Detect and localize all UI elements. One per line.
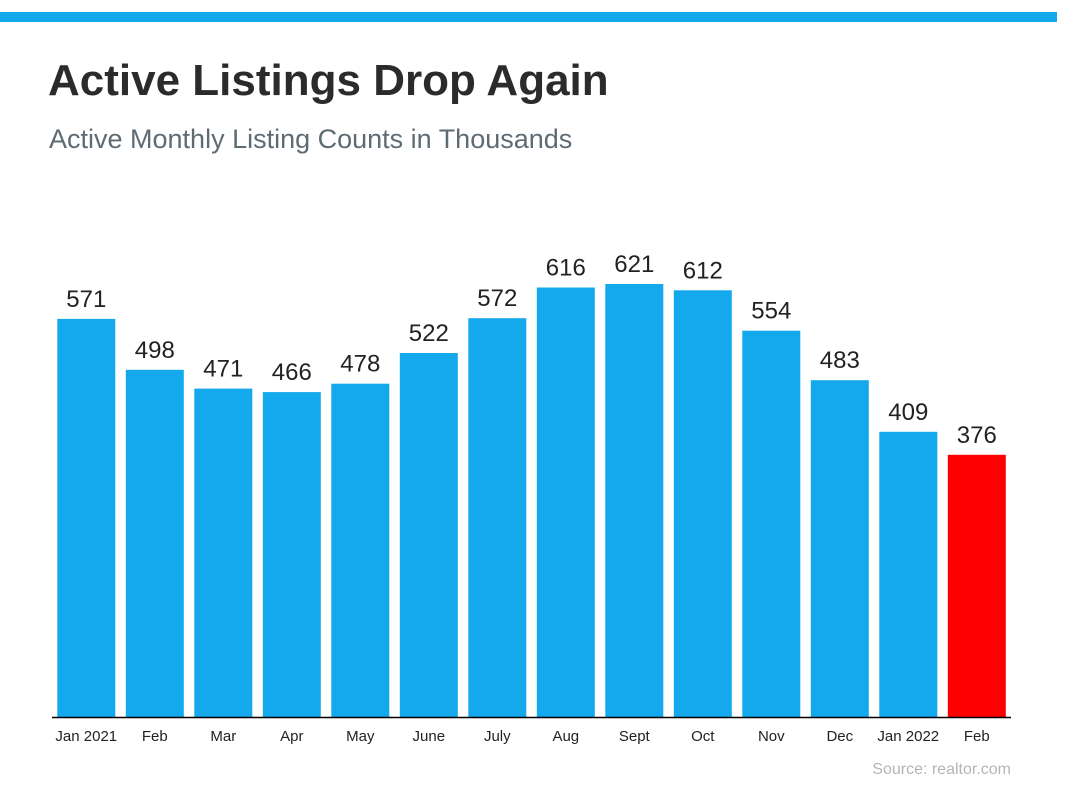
bar-12 (879, 431, 938, 717)
category-label-5: June (413, 728, 446, 745)
category-label-12: Jan 2022 (877, 728, 939, 745)
bar-11 (810, 380, 869, 717)
value-label-0: 571 (66, 286, 106, 313)
category-label-2: Mar (210, 728, 236, 745)
bar-6 (468, 318, 527, 717)
value-label-10: 554 (751, 298, 791, 325)
category-label-8: Sept (619, 728, 651, 745)
bar-1 (125, 369, 184, 717)
chart-subtitle: Active Monthly Listing Counts in Thousan… (49, 124, 573, 154)
value-label-2: 471 (203, 356, 243, 383)
bar-0 (57, 318, 116, 717)
bars-group (57, 284, 1006, 717)
value-label-12: 409 (888, 399, 928, 426)
source-note: Source: realtor.com (872, 761, 1011, 778)
category-label-13: Feb (964, 728, 990, 745)
bar-8 (605, 284, 664, 717)
bar-7 (536, 287, 595, 717)
value-label-9: 612 (683, 257, 723, 284)
category-label-6: July (484, 728, 511, 745)
category-label-10: Nov (758, 728, 785, 745)
category-label-1: Feb (142, 728, 168, 745)
bar-10 (742, 330, 801, 717)
bar-13 (947, 454, 1006, 717)
top-accent-rule (0, 12, 1057, 22)
value-label-8: 621 (614, 251, 654, 278)
category-label-0: Jan 2021 (55, 728, 117, 745)
category-label-7: Aug (552, 728, 579, 745)
value-label-5: 522 (409, 320, 449, 347)
bar-4 (331, 383, 390, 717)
value-label-7: 616 (546, 255, 586, 282)
category-label-9: Oct (691, 728, 715, 745)
value-label-4: 478 (340, 351, 380, 378)
value-labels-group: 571 498 471 466 478 522 572 616 621 612 554 483 409 3… (66, 251, 997, 449)
bar-5 (399, 353, 458, 717)
category-label-11: Dec (826, 728, 853, 745)
category-labels-group: Jan 2021 Feb Mar Apr May June July Aug Sept Oct No… (55, 728, 989, 745)
category-label-4: May (346, 728, 375, 745)
bar-2 (194, 388, 253, 717)
value-label-3: 466 (272, 359, 312, 386)
value-label-1: 498 (135, 337, 175, 364)
value-label-13: 376 (957, 422, 997, 449)
category-label-3: Apr (280, 728, 303, 745)
bar-3 (262, 392, 321, 717)
chart-title: Active Listings Drop Again (48, 56, 609, 105)
bar-9 (673, 290, 732, 717)
value-label-11: 483 (820, 347, 860, 374)
value-label-6: 572 (477, 285, 517, 312)
